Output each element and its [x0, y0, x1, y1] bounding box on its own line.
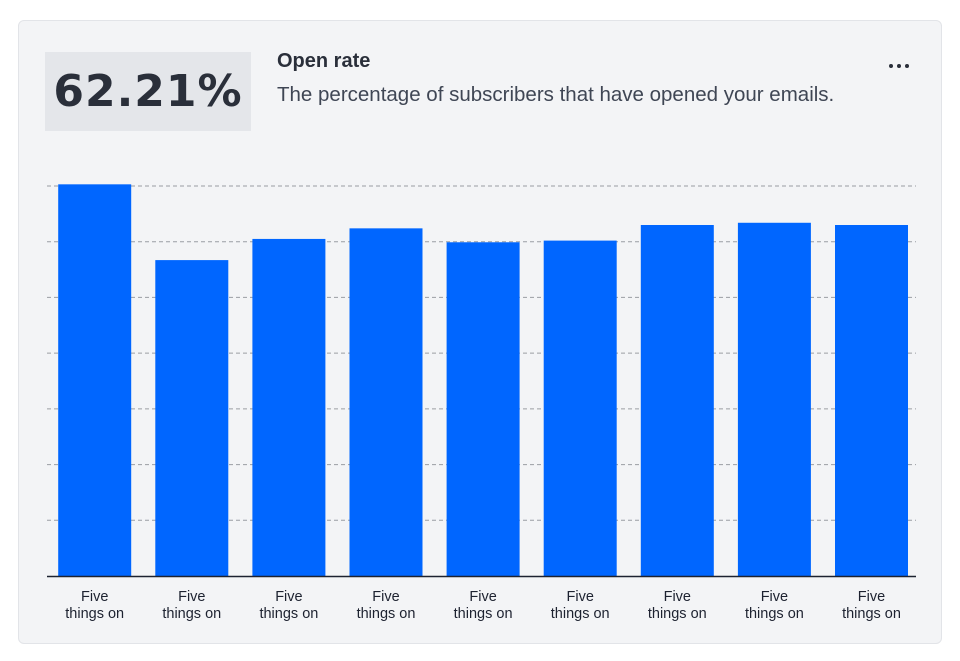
metric-title: Open rate — [277, 50, 371, 72]
bar-5[interactable] — [446, 242, 520, 576]
x-tick-label: Five things on — [357, 589, 416, 622]
metric-description: The percentage of subscribers that have … — [277, 83, 835, 106]
bar-6[interactable] — [543, 240, 617, 576]
bar-1[interactable] — [58, 184, 132, 577]
x-tick-label: Five things on — [842, 589, 901, 622]
bar-8[interactable] — [737, 222, 811, 576]
more-horizontal-icon — [905, 64, 909, 68]
metric-value: 62.21% — [53, 66, 243, 117]
x-tick-label: Five things on — [162, 589, 221, 622]
bar-7[interactable] — [640, 225, 714, 576]
x-tick-label: Five things on — [259, 589, 318, 622]
more-options-button[interactable] — [883, 55, 915, 77]
more-horizontal-icon — [897, 64, 901, 68]
bar-2[interactable] — [155, 260, 229, 576]
bar-9[interactable] — [835, 225, 908, 576]
more-horizontal-icon — [889, 64, 893, 68]
bar-3[interactable] — [252, 238, 326, 576]
x-tick-label: Five things on — [745, 589, 804, 622]
x-tick-label: Five things on — [648, 589, 707, 622]
bar-4[interactable] — [349, 228, 423, 577]
x-tick-label: Five things on — [551, 589, 610, 622]
x-tick-label: Five things on — [454, 589, 513, 622]
metric-value-box: 62.21% — [45, 52, 251, 131]
x-tick-label: Five things on — [65, 589, 124, 622]
